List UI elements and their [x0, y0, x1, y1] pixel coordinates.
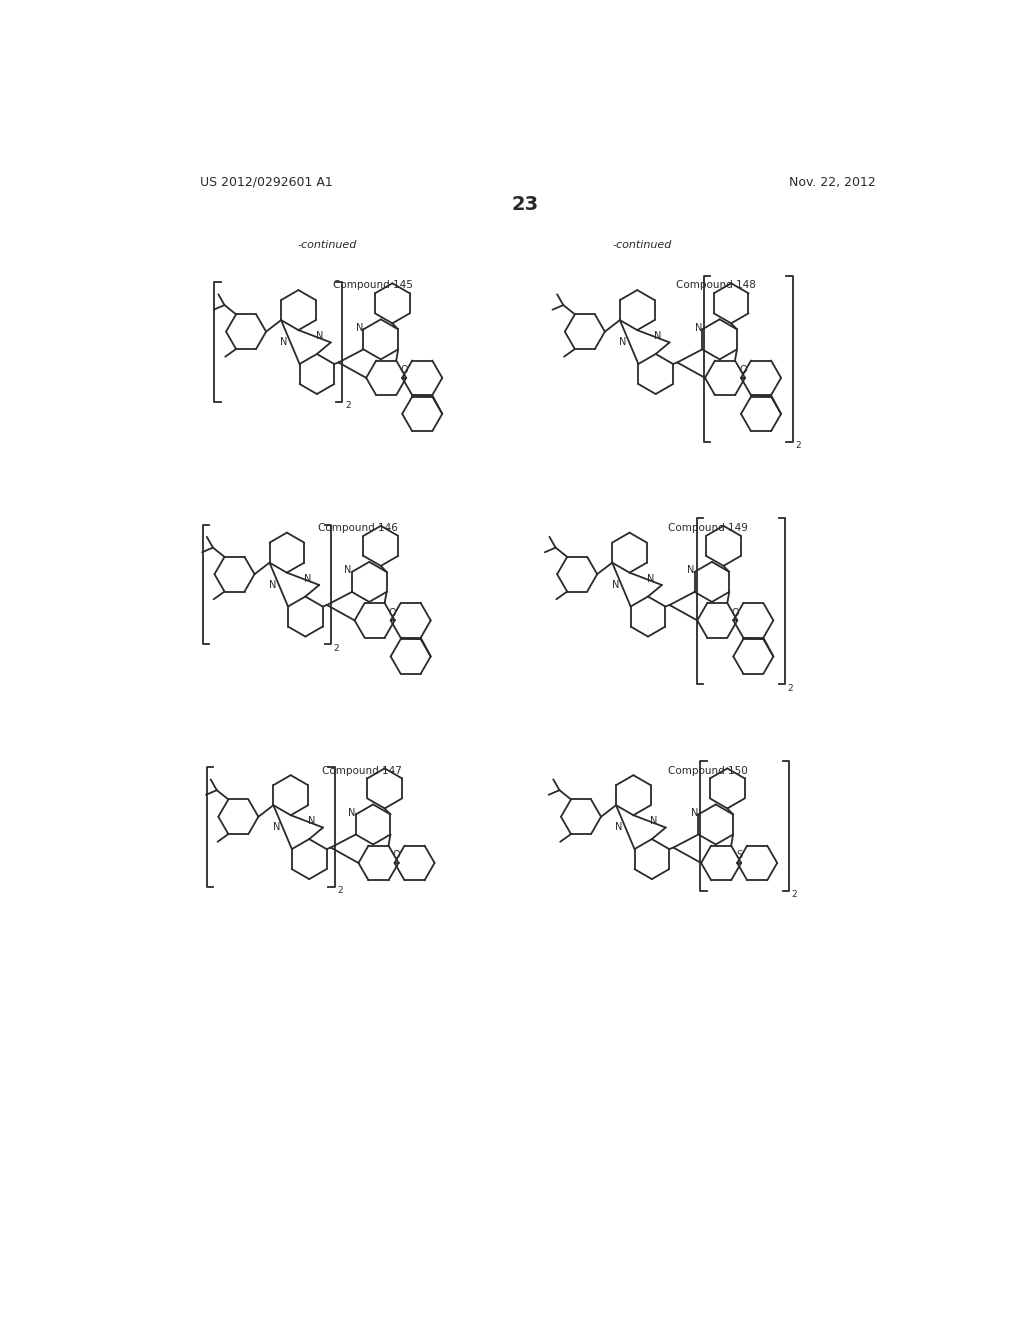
Text: 23: 23: [511, 195, 539, 214]
Text: O: O: [389, 607, 396, 618]
Text: N: N: [344, 565, 352, 576]
Text: O: O: [739, 366, 746, 375]
Text: US 2012/0292601 A1: US 2012/0292601 A1: [200, 176, 333, 189]
Text: Compound 145: Compound 145: [333, 280, 413, 290]
Text: N: N: [646, 574, 654, 583]
Text: -continued: -continued: [613, 240, 673, 249]
Text: Compound 150: Compound 150: [669, 766, 748, 776]
Text: N: N: [281, 337, 288, 347]
Text: N: N: [654, 331, 662, 342]
Text: N: N: [304, 574, 311, 583]
Text: N: N: [691, 808, 698, 818]
Text: N: N: [269, 579, 276, 590]
Text: Compound 146: Compound 146: [317, 523, 397, 533]
Text: N: N: [694, 323, 702, 333]
Text: Nov. 22, 2012: Nov. 22, 2012: [788, 176, 876, 189]
Text: 2: 2: [337, 886, 343, 895]
Text: 2: 2: [787, 684, 794, 693]
Text: N: N: [615, 822, 623, 832]
Text: 2: 2: [796, 441, 801, 450]
Text: Compound 149: Compound 149: [668, 523, 748, 533]
Text: Compound 147: Compound 147: [322, 766, 401, 776]
Text: N: N: [308, 816, 315, 826]
Text: N: N: [356, 323, 364, 333]
Text: N: N: [272, 822, 281, 832]
Text: 2: 2: [345, 401, 350, 411]
Text: N: N: [315, 331, 323, 342]
Text: N: N: [611, 579, 618, 590]
Text: -continued: -continued: [297, 240, 356, 249]
Text: N: N: [348, 808, 355, 818]
Text: N: N: [687, 565, 694, 576]
Text: 2: 2: [792, 890, 797, 899]
Text: S: S: [736, 850, 742, 861]
Text: N: N: [650, 816, 657, 826]
Text: O: O: [393, 850, 400, 861]
Text: O: O: [400, 366, 408, 375]
Text: 2: 2: [334, 644, 339, 652]
Text: O: O: [731, 607, 739, 618]
Text: Compound 148: Compound 148: [676, 280, 756, 290]
Text: N: N: [620, 337, 627, 347]
